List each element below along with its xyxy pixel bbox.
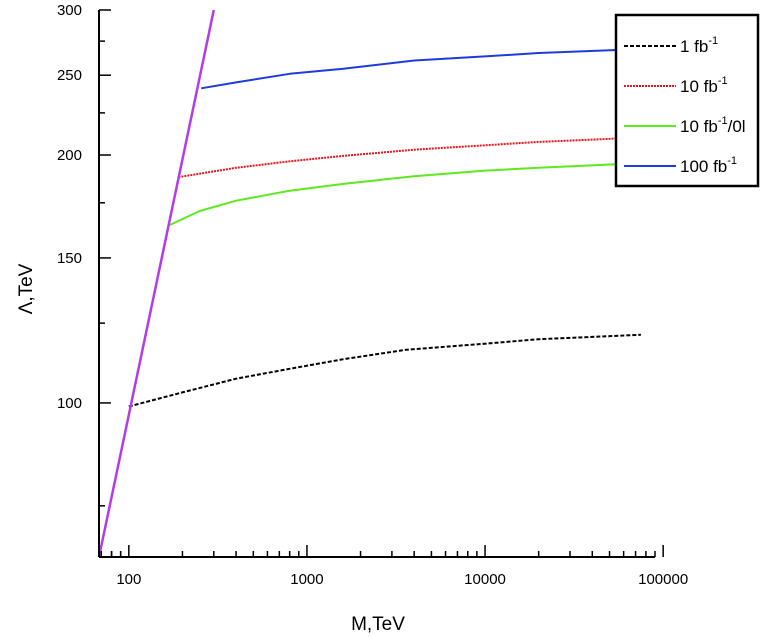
x-axis-label: M,TeV: [351, 614, 405, 635]
series-lines: [97, 9, 641, 558]
y-tick-label: 250: [57, 67, 82, 84]
series-line-2: [167, 162, 641, 227]
legend-label-2: 10 fb-1/0l: [680, 115, 746, 136]
y-tick-label: 150: [57, 250, 82, 267]
y-tick-label: 300: [57, 2, 82, 19]
y-tick-label: 200: [57, 147, 82, 164]
legend-label-3: 100 fb-1: [680, 155, 737, 176]
tick-labels: 100 1000 10000 100000 100 150 200 250 300: [57, 2, 688, 588]
axes: [98, 10, 655, 558]
series-line-1: [178, 136, 639, 179]
x-tick-label: 1000: [290, 571, 323, 588]
legend-label-1: 10 fb-1: [680, 75, 728, 96]
tick-marks: [99, 9, 664, 557]
x-tick-label: 100000: [638, 571, 688, 588]
y-axis-label: Λ,TeV: [16, 263, 37, 314]
legend: 1 fb-1 10 fb-1 10 fb-1/0l 100 fb-1: [614, 13, 760, 188]
series-line-0: [128, 333, 641, 408]
plot-area: 100 1000 10000 100000 100 150 200 250 300: [57, 2, 688, 588]
legend-box: [614, 13, 760, 188]
series-line-4: [97, 9, 216, 558]
series-line-3: [201, 48, 641, 90]
y-tick-label: 100: [57, 395, 82, 412]
x-tick-label: 10000: [464, 571, 506, 588]
legend-label-0: 1 fb-1: [680, 35, 718, 56]
x-tick-label: 100: [116, 571, 141, 588]
